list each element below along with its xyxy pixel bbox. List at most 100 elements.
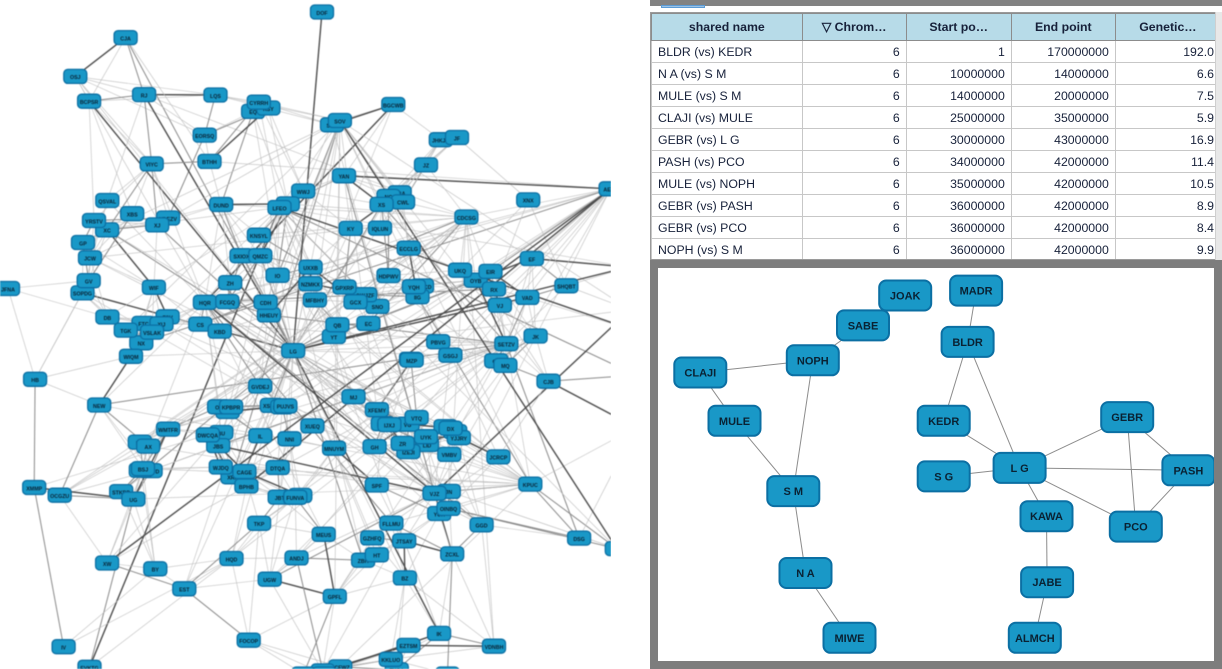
svg-text:MULE: MULE — [719, 416, 750, 428]
svg-text:VMBV: VMBV — [442, 453, 458, 459]
svg-text:XJ: XJ — [154, 224, 161, 230]
svg-text:IO: IO — [275, 274, 281, 280]
svg-text:YQH: YQH — [408, 286, 420, 292]
svg-text:EZTSM: EZTSM — [400, 644, 419, 650]
svg-text:TGK: TGK — [120, 329, 131, 335]
svg-text:BTHH: BTHH — [202, 160, 217, 166]
svg-text:KEDR: KEDR — [928, 416, 959, 428]
svg-text:DOF: DOF — [316, 11, 328, 17]
svg-text:OSJ: OSJ — [70, 75, 81, 81]
svg-text:VJZ: VJZ — [430, 492, 440, 498]
svg-text:L G: L G — [1011, 463, 1029, 475]
svg-text:DB: DB — [104, 316, 112, 322]
svg-text:GCX: GCX — [350, 301, 362, 307]
svg-text:UGW: UGW — [263, 578, 276, 584]
svg-text:SETZV: SETZV — [498, 343, 516, 349]
svg-text:LFEO: LFEO — [272, 206, 286, 212]
svg-text:CJB: CJB — [543, 380, 554, 386]
svg-text:BSJ: BSJ — [138, 467, 148, 473]
svg-text:GH: GH — [371, 445, 379, 451]
svg-text:VJ: VJ — [497, 304, 504, 310]
svg-text:EST: EST — [179, 588, 190, 594]
svg-text:BY: BY — [152, 568, 160, 574]
svg-text:MEUS: MEUS — [316, 533, 332, 539]
svg-text:WJDQ: WJDQ — [213, 466, 229, 472]
svg-text:CWL: CWL — [397, 201, 410, 207]
svg-text:GVDEJ: GVDEJ — [251, 385, 269, 391]
svg-text:BPHB: BPHB — [239, 485, 254, 491]
svg-text:BZ: BZ — [401, 577, 409, 583]
svg-text:OYB: OYB — [470, 279, 482, 285]
svg-text:GSGJ: GSGJ — [443, 354, 458, 360]
svg-text:JABE: JABE — [1032, 577, 1061, 589]
svg-text:CAGE: CAGE — [237, 470, 253, 476]
svg-text:BLDR: BLDR — [952, 337, 983, 349]
svg-text:GPFL: GPFL — [328, 595, 343, 601]
svg-text:QMZC: QMZC — [253, 255, 269, 261]
svg-text:ALMCH: ALMCH — [1015, 633, 1055, 645]
svg-text:UG: UG — [129, 498, 137, 504]
svg-text:XS: XS — [378, 203, 386, 209]
svg-text:XUEQ: XUEQ — [305, 425, 320, 431]
svg-text:JCRCP: JCRCP — [489, 456, 507, 462]
svg-text:KAWA: KAWA — [1030, 511, 1063, 523]
svg-text:YJJRY: YJJRY — [451, 437, 468, 443]
svg-text:KPUC: KPUC — [523, 483, 538, 489]
svg-text:SNO: SNO — [372, 305, 383, 311]
svg-text:S G: S G — [934, 471, 953, 483]
svg-text:CDCSG: CDCSG — [457, 216, 476, 222]
svg-text:GZHFQ: GZHFQ — [363, 537, 382, 543]
svg-text:IQLUN: IQLUN — [372, 227, 389, 233]
svg-text:LQS: LQS — [210, 94, 221, 100]
svg-text:UXXB: UXXB — [303, 266, 318, 272]
svg-text:HHEUY: HHEUY — [260, 314, 279, 320]
svg-text:VAD: VAD — [522, 296, 533, 302]
svg-text:JZ: JZ — [423, 164, 430, 170]
svg-text:RX: RX — [490, 288, 498, 294]
svg-text:YT: YT — [331, 335, 339, 341]
svg-text:TKP: TKP — [254, 522, 265, 528]
svg-text:EORSQ: EORSQ — [195, 134, 214, 140]
svg-text:NZMKX: NZMKX — [301, 283, 320, 289]
svg-text:XNX: XNX — [523, 199, 534, 205]
svg-text:VTQ: VTQ — [411, 416, 422, 422]
svg-text:UYK: UYK — [420, 436, 431, 442]
svg-text:AX: AX — [145, 445, 153, 451]
svg-text:IIG: IIG — [414, 296, 421, 302]
svg-text:AEHF: AEHF — [603, 188, 611, 194]
svg-text:OCGZU: OCGZU — [50, 494, 69, 500]
svg-text:EF: EF — [529, 257, 537, 263]
svg-text:CJA: CJA — [120, 36, 131, 42]
svg-text:IJXJ: IJXJ — [384, 423, 395, 429]
svg-text:EIR: EIR — [486, 270, 495, 276]
svg-text:ZH: ZH — [227, 281, 234, 287]
svg-text:GGD: GGD — [476, 524, 488, 530]
svg-text:HQR: HQR — [199, 301, 211, 307]
svg-text:WMTFR: WMTFR — [158, 428, 178, 434]
svg-text:SOV: SOV — [334, 119, 346, 125]
svg-text:HT: HT — [373, 554, 381, 560]
svg-text:XBS: XBS — [127, 213, 138, 219]
svg-text:BGCWB: BGCWB — [383, 103, 404, 109]
svg-text:BCPSR: BCPSR — [80, 100, 99, 106]
svg-text:XFEMY: XFEMY — [368, 409, 387, 415]
svg-text:YAN: YAN — [339, 175, 350, 181]
svg-text:IZEJI: IZEJI — [402, 450, 415, 456]
svg-text:MNUYM: MNUYM — [324, 447, 345, 453]
svg-text:PCO: PCO — [1124, 522, 1148, 534]
svg-text:RJ: RJ — [141, 93, 148, 99]
svg-text:CS: CS — [197, 323, 205, 329]
svg-text:MFBHY: MFBHY — [305, 299, 324, 305]
svg-text:LG: LG — [290, 349, 297, 355]
svg-text:CYRRH: CYRRH — [249, 101, 268, 107]
svg-text:HB: HB — [31, 378, 39, 384]
svg-text:EQ: EQ — [249, 110, 257, 116]
svg-text:IK: IK — [436, 632, 441, 638]
svg-text:DX: DX — [447, 427, 455, 433]
svg-text:XW: XW — [103, 562, 112, 568]
svg-text:YRSTV: YRSTV — [85, 219, 103, 225]
svg-text:VDNBH: VDNBH — [485, 645, 504, 651]
svg-text:OINBQ: OINBQ — [440, 507, 457, 513]
svg-text:DTQA: DTQA — [270, 466, 285, 472]
svg-text:DWCQA: DWCQA — [197, 434, 218, 440]
